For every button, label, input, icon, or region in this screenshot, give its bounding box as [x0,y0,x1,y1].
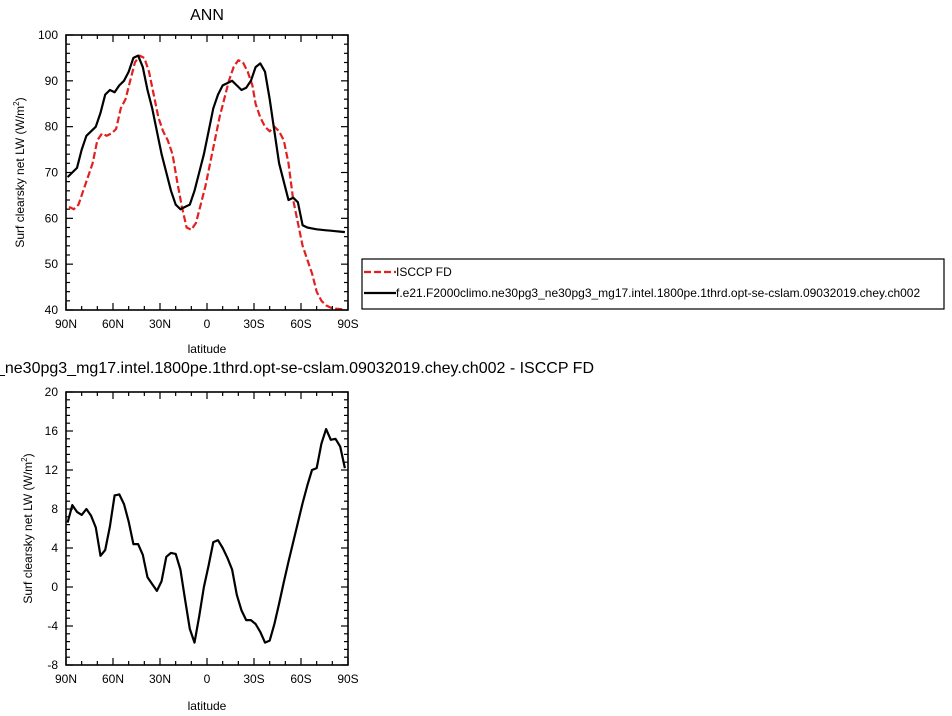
x-tick-label: 30N [149,672,171,686]
y-axis-label: Surf clearsky net LW (W/m2) [12,97,27,247]
plot-frame [65,391,349,666]
y-tick-label: 8 [51,502,58,516]
x-tick-label: 60S [290,317,311,331]
x-tick-label: 60S [290,672,311,686]
y-tick-label: -4 [47,619,58,633]
legend-box [361,258,945,310]
x-tick-label: 30N [149,317,171,331]
chart-panel-2: f.e21.F2000climo.ne30pg3_ne30pg3_mg17.in… [0,360,594,713]
y-tick-label: 90 [45,74,59,88]
y-tick-label: 16 [45,424,59,438]
y-tick-label: -8 [47,658,58,672]
y-tick-label: 100 [38,28,58,42]
x-tick-label: 60N [102,672,124,686]
chart-title: f.e21.F2000climo.ne30pg3_ne30pg3_mg17.in… [0,360,594,377]
y-tick-label: 40 [45,303,59,317]
x-axis-label: latitude [188,699,227,713]
x-tick-label: 30S [243,317,264,331]
y-axis-label-end: ) [13,97,27,101]
x-tick-label: 90S [337,672,358,686]
x-tick-label: 90S [337,317,358,331]
y-axis-label-main: Surf clearsky net LW (W/m [13,106,27,248]
y-tick-label: 80 [45,120,59,134]
legend-label-2: f.e21.F2000climo.ne30pg3_ne30pg3_mg17.in… [396,286,920,300]
x-tick-label: 30S [243,672,264,686]
y-axis-label-superscript: 2 [12,101,21,106]
x-tick-label: 90N [55,317,77,331]
y-tick-label: 0 [51,580,58,594]
plot-frame [65,34,349,311]
y-tick-label: 12 [45,463,59,477]
y-axis-label-main: Surf clearsky net LW (W/m [21,462,35,604]
legend: ISCCP FD f.e21.F2000climo.ne30pg3_ne30pg3… [361,258,945,310]
y-tick-label: 60 [45,211,59,225]
y-tick-label: 4 [51,541,58,555]
series-line-2 [66,54,346,234]
y-tick-label: 20 [45,385,59,399]
y-axis-label-end: ) [21,453,35,457]
x-tick-label: 0 [204,317,211,331]
chart-title: ANN [190,7,224,24]
y-axis-label-superscript: 2 [20,457,29,462]
x-tick-label: 0 [204,672,211,686]
y-axis-label: Surf clearsky net LW (W/m2) [20,453,35,603]
y-tick-label: 70 [45,166,59,180]
x-tick-label: 60N [102,317,124,331]
legend-label-1: ISCCP FD [396,265,452,279]
y-tick-label: 50 [45,257,59,271]
chart-panel-1: ANN 90N 60N 30N 0 30S 60S 90S 40 50 60 70 80 90 100 lat… [12,7,359,356]
x-tick-label: 90N [55,672,77,686]
series-line-1 [66,428,346,644]
series-line-1 [68,54,345,310]
x-axis-label: latitude [188,342,227,356]
